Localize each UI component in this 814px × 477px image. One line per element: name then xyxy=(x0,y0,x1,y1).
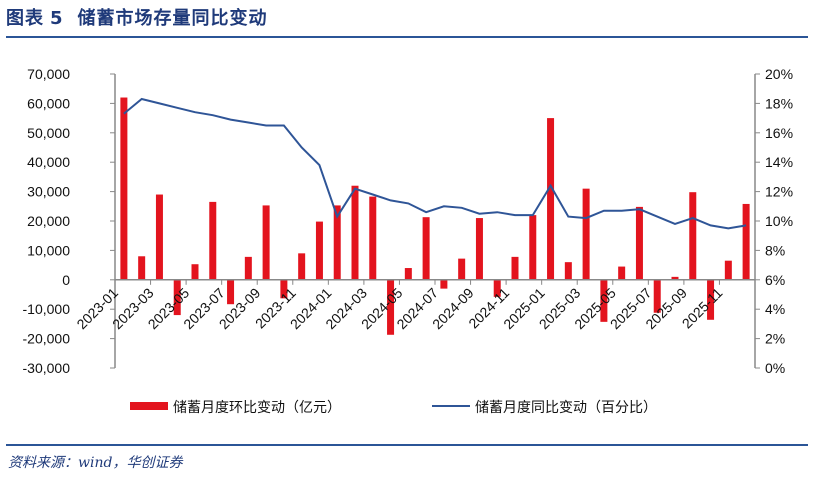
bar xyxy=(547,118,555,280)
bar xyxy=(689,192,697,280)
left-tick-label: -20,000 xyxy=(23,331,71,347)
figure-title-text: 储蓄市场存量同比变动 xyxy=(77,8,268,29)
top-rule xyxy=(6,36,808,38)
bar xyxy=(653,279,661,313)
right-tick-label: 8% xyxy=(765,242,785,258)
right-tick-label: 16% xyxy=(765,125,793,141)
left-tick-label: 70,000 xyxy=(27,66,70,82)
bar xyxy=(351,185,359,280)
bar xyxy=(458,258,466,280)
bar xyxy=(422,217,430,280)
right-tick-label: 14% xyxy=(765,154,793,170)
bar xyxy=(582,188,590,280)
bar xyxy=(600,279,608,322)
bar xyxy=(262,205,270,280)
figure-number: 5 xyxy=(50,8,64,29)
right-tick-label: 18% xyxy=(765,95,793,111)
right-tick-label: 4% xyxy=(765,301,785,317)
legend-bar-label: 储蓄月度环比变动（亿元） xyxy=(173,399,341,415)
left-tick-label: 30,000 xyxy=(27,184,70,200)
left-tick-label: -10,000 xyxy=(23,301,71,317)
bar xyxy=(120,97,128,280)
legend-line-label: 储蓄月度同比变动（百分比） xyxy=(475,399,657,415)
bar xyxy=(724,260,732,280)
right-tick-label: 2% xyxy=(765,331,785,347)
legend: 储蓄月度环比变动（亿元） 储蓄月度同比变动（百分比） xyxy=(130,399,657,415)
bar xyxy=(635,206,643,280)
right-tick-label: 6% xyxy=(765,272,785,288)
bar xyxy=(298,253,306,280)
bar xyxy=(404,268,412,280)
bar xyxy=(244,256,252,280)
bar xyxy=(155,194,163,280)
right-tick-label: 10% xyxy=(765,213,793,229)
bar xyxy=(333,205,341,280)
figure-title: 图表 5 储蓄市场存量同比变动 xyxy=(6,4,268,30)
bar xyxy=(191,264,199,280)
bar xyxy=(564,262,572,280)
bar xyxy=(618,266,626,280)
left-tick-label: 60,000 xyxy=(27,95,70,111)
left-tick-label: 40,000 xyxy=(27,154,70,170)
bar xyxy=(369,196,377,280)
right-tick-label: 12% xyxy=(765,184,793,200)
bar xyxy=(529,215,537,280)
bar xyxy=(671,276,679,280)
bottom-rule xyxy=(6,444,808,446)
bar xyxy=(742,203,750,280)
left-tick-label: 0 xyxy=(62,272,70,288)
x-tick-label: 2025-11 xyxy=(679,284,726,331)
bar xyxy=(138,256,146,280)
left-tick-label: -30,000 xyxy=(23,360,71,376)
figure-label: 图表 xyxy=(6,8,44,29)
bar xyxy=(440,279,448,289)
right-tick-label: 20% xyxy=(765,66,793,82)
bar xyxy=(227,279,235,305)
source-note: 资料来源：wind，华创证券 xyxy=(8,455,183,471)
left-tick-label: 20,000 xyxy=(27,213,70,229)
bar xyxy=(493,279,501,297)
bar xyxy=(209,201,217,280)
left-tick-label: 50,000 xyxy=(27,125,70,141)
legend-bar-swatch xyxy=(130,402,168,410)
bar xyxy=(280,279,288,299)
bar xyxy=(315,221,323,280)
right-tick-label: 0% xyxy=(765,360,785,376)
left-tick-label: 10,000 xyxy=(27,242,70,258)
bar xyxy=(707,279,715,320)
bar xyxy=(387,279,395,335)
bar xyxy=(173,279,181,316)
bar xyxy=(511,256,519,280)
yoy-line xyxy=(123,97,747,230)
bar xyxy=(475,218,483,280)
